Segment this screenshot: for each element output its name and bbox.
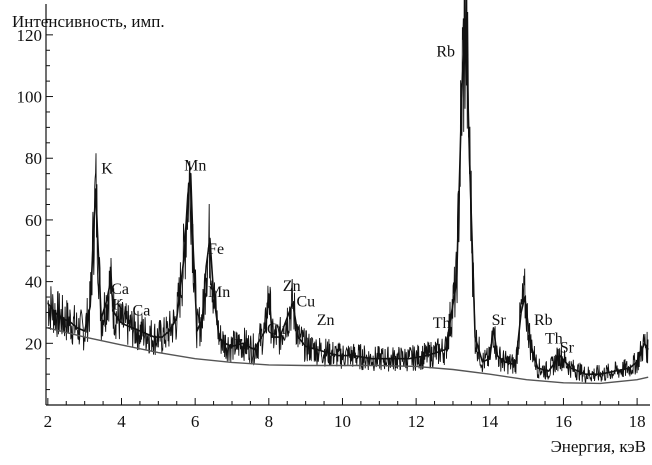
- peak-label: Th: [433, 315, 451, 332]
- peak-label: Zn: [283, 278, 301, 295]
- peak-label: Ca: [133, 303, 151, 320]
- peak-label: Mn: [184, 158, 206, 175]
- peak-label: Sr: [492, 312, 507, 329]
- peak-label: Fe: [234, 336, 250, 353]
- peak-label: Th: [545, 330, 563, 347]
- peak-label: Mn: [208, 284, 230, 301]
- spectrum-noise-line: [47, 0, 649, 384]
- y-tick-label: 120: [17, 26, 43, 45]
- peak-label: K: [101, 161, 113, 178]
- peak-label: Rb: [436, 43, 455, 60]
- background-curve-line: [47, 327, 649, 385]
- y-tick-label: 60: [25, 211, 42, 230]
- spectrum-envelope-line: [47, 18, 649, 376]
- peak-label: Rb: [534, 312, 553, 329]
- x-tick-label: 10: [334, 412, 351, 431]
- x-tick-label: 12: [408, 412, 425, 431]
- peak-label: Zn: [317, 312, 335, 329]
- x-tick-label: 8: [265, 412, 274, 431]
- x-tick-label: 2: [44, 412, 53, 431]
- y-tick-label: 80: [25, 149, 42, 168]
- peak-label: Sr: [560, 340, 575, 357]
- y-axis-label: Интенсивность, имп.: [12, 12, 165, 31]
- y-tick-label: 100: [17, 88, 43, 107]
- peak-label: Cu: [296, 293, 315, 310]
- peak-label: Cu: [267, 321, 286, 338]
- x-axis-label: Энергия, кэВ: [551, 437, 646, 456]
- peak-label: Ca: [111, 281, 129, 298]
- peak-label: K: [112, 296, 124, 313]
- x-tick-label: 18: [629, 412, 646, 431]
- y-tick-label: 20: [25, 334, 42, 353]
- x-tick-label: 16: [555, 412, 572, 431]
- peak-label: Fe: [208, 241, 224, 258]
- y-tick-label: 40: [25, 273, 42, 292]
- x-tick-label: 4: [117, 412, 126, 431]
- x-tick-label: 14: [481, 412, 499, 431]
- x-tick-label: 6: [191, 412, 200, 431]
